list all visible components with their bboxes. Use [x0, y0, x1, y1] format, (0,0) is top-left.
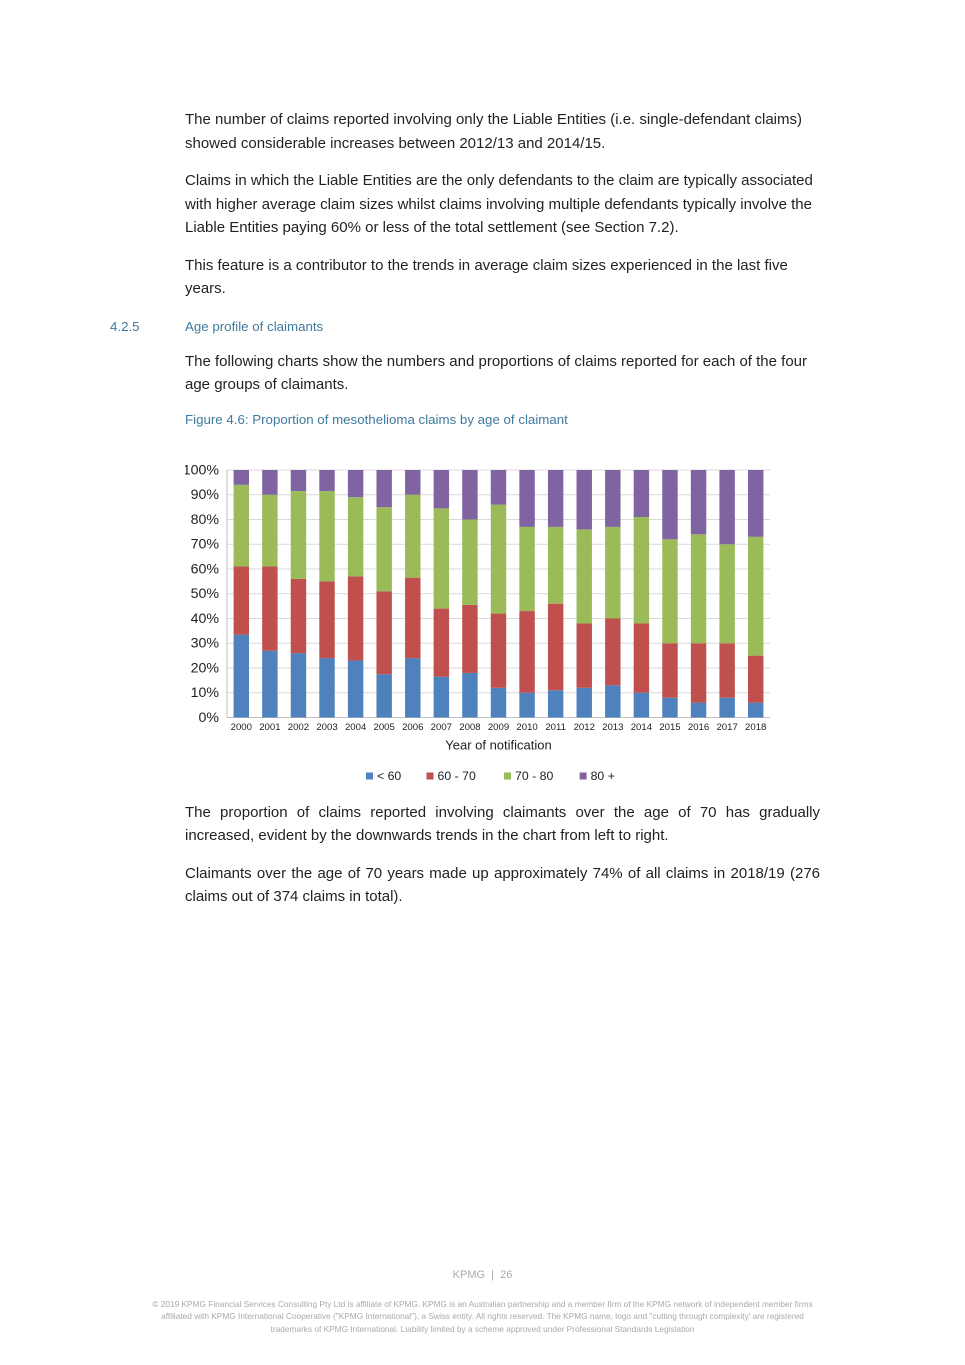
svg-text:2013: 2013 — [602, 722, 623, 733]
svg-text:2005: 2005 — [374, 722, 395, 733]
svg-text:2003: 2003 — [316, 722, 337, 733]
svg-text:10%: 10% — [191, 685, 220, 701]
svg-text:50%: 50% — [191, 586, 220, 602]
svg-text:70 - 80: 70 - 80 — [515, 769, 553, 783]
svg-text:0%: 0% — [198, 709, 219, 725]
svg-text:2018: 2018 — [745, 722, 766, 733]
svg-text:40%: 40% — [191, 610, 220, 626]
svg-text:2004: 2004 — [345, 722, 367, 733]
svg-text:2002: 2002 — [288, 722, 309, 733]
svg-text:20%: 20% — [191, 660, 220, 676]
svg-text:2012: 2012 — [574, 722, 595, 733]
svg-text:2009: 2009 — [488, 722, 509, 733]
svg-text:100%: 100% — [185, 462, 219, 478]
svg-text:2016: 2016 — [688, 722, 709, 733]
svg-text:2010: 2010 — [516, 722, 537, 733]
svg-text:60%: 60% — [191, 561, 220, 577]
svg-text:2007: 2007 — [431, 722, 452, 733]
svg-text:60 - 70: 60 - 70 — [438, 769, 476, 783]
svg-text:2011: 2011 — [545, 722, 566, 733]
svg-text:2000: 2000 — [231, 722, 252, 733]
svg-text:80 +: 80 + — [591, 769, 615, 783]
svg-text:80%: 80% — [191, 511, 220, 527]
svg-text:90%: 90% — [191, 487, 220, 503]
svg-text:Year of notification: Year of notification — [445, 737, 551, 752]
svg-text:2008: 2008 — [459, 722, 480, 733]
svg-text:2014: 2014 — [631, 722, 653, 733]
svg-text:70%: 70% — [191, 536, 220, 552]
svg-text:2015: 2015 — [659, 722, 680, 733]
svg-text:2006: 2006 — [402, 722, 423, 733]
svg-text:30%: 30% — [191, 635, 220, 651]
svg-text:< 60: < 60 — [377, 769, 401, 783]
svg-text:2017: 2017 — [716, 722, 737, 733]
svg-text:2001: 2001 — [259, 722, 280, 733]
